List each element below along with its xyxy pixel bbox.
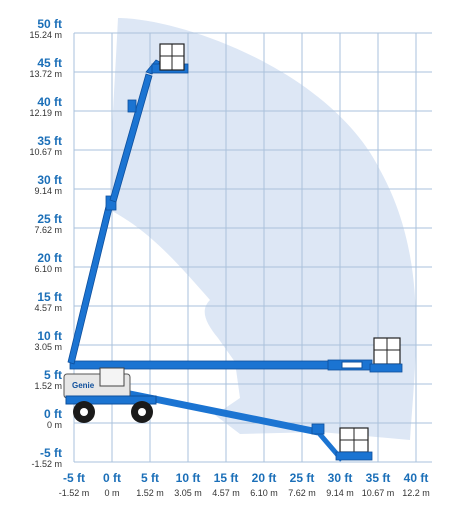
x-tick-label-ft: 15 ft xyxy=(214,471,239,485)
x-tick-label-m: 3.05 m xyxy=(174,488,202,498)
x-tick-label-m: 10.67 m xyxy=(362,488,395,498)
y-tick-label-m: 15.24 m xyxy=(29,30,62,40)
x-tick-label-ft: 30 ft xyxy=(328,471,353,485)
x-tick-label-m: 12.2 m xyxy=(402,488,430,498)
y-tick-label-m: 13.72 m xyxy=(29,69,62,79)
platform-basket-raised xyxy=(159,43,185,71)
y-tick-label-ft: 35 ft xyxy=(37,134,62,148)
y-tick-label-ft: 45 ft xyxy=(37,56,62,70)
working-envelope xyxy=(110,18,417,440)
x-axis-labels: -5 ft -1.52 m 0 ft 0 m 5 ft 1.52 m 10 ft 3.05 m… xyxy=(59,471,430,498)
platform-basket-lowered xyxy=(335,427,373,461)
y-tick-label-ft: 30 ft xyxy=(37,173,62,187)
x-tick-label-ft: 40 ft xyxy=(404,471,429,485)
wheel-front xyxy=(131,401,153,423)
x-tick-label-m: 7.62 m xyxy=(288,488,316,498)
x-tick-label-ft: 0 ft xyxy=(103,471,121,485)
y-tick-label-m: 6.10 m xyxy=(34,264,62,274)
y-tick-label-m: 1.52 m xyxy=(34,381,62,391)
y-tick-label-m: 4.57 m xyxy=(34,303,62,313)
x-tick-label-m: 1.52 m xyxy=(136,488,164,498)
y-tick-label-m: -1.52 m xyxy=(31,459,62,469)
y-tick-label-ft: 15 ft xyxy=(37,290,62,304)
x-tick-label-m: -1.52 m xyxy=(59,488,90,498)
y-tick-label-m: 10.67 m xyxy=(29,147,62,157)
y-tick-label-ft: 40 ft xyxy=(37,95,62,109)
x-tick-label-ft: -5 ft xyxy=(63,471,85,485)
y-tick-label-m: 12.19 m xyxy=(29,108,62,118)
x-tick-label-ft: 20 ft xyxy=(252,471,277,485)
y-tick-label-ft: 10 ft xyxy=(37,329,62,343)
y-tick-label-m: 7.62 m xyxy=(34,225,62,235)
x-tick-label-m: 9.14 m xyxy=(326,488,354,498)
x-tick-label-ft: 10 ft xyxy=(176,471,201,485)
y-tick-label-ft: 5 ft xyxy=(44,368,62,382)
y-tick-label-ft: 0 ft xyxy=(44,407,62,421)
y-tick-label-ft: 20 ft xyxy=(37,251,62,265)
x-tick-label-ft: 35 ft xyxy=(366,471,391,485)
wheel-rear xyxy=(73,401,95,423)
x-tick-label-ft: 25 ft xyxy=(290,471,315,485)
brand-logo-text: Genie xyxy=(72,381,95,390)
x-tick-label-m: 4.57 m xyxy=(212,488,240,498)
x-tick-label-m: 6.10 m xyxy=(250,488,278,498)
y-tick-label-ft: 25 ft xyxy=(37,212,62,226)
boom-horizontal xyxy=(69,337,403,373)
boom-lowered xyxy=(69,378,373,462)
machine-base: Genie xyxy=(63,367,157,423)
boom-raised xyxy=(67,43,189,365)
y-tick-label-m: 3.05 m xyxy=(34,342,62,352)
platform-basket-horizontal xyxy=(369,337,403,373)
y-tick-label-ft: -5 ft xyxy=(40,446,62,460)
y-tick-label-m: 9.14 m xyxy=(34,186,62,196)
y-tick-label-m: 0 m xyxy=(47,420,62,430)
y-tick-label-ft: 50 ft xyxy=(37,17,62,31)
x-tick-label-m: 0 m xyxy=(104,488,119,498)
x-tick-label-ft: 5 ft xyxy=(141,471,159,485)
